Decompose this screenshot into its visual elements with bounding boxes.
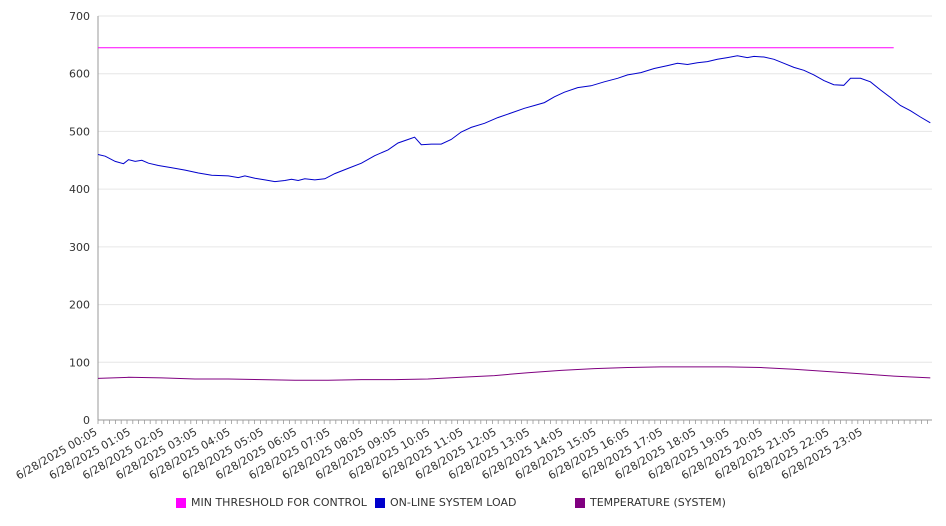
y-axis-ticks: 0 100 200 300 400 500 600 700 (69, 10, 90, 427)
y-tick-label: 0 (83, 414, 90, 427)
legend-label-min-threshold: MIN THRESHOLD FOR CONTROL (191, 496, 367, 509)
y-tick-label: 200 (69, 299, 90, 312)
legend: MIN THRESHOLD FOR CONTROL ON-LINE SYSTEM… (0, 496, 946, 516)
legend-swatch-min-threshold (176, 497, 186, 508)
y-tick-label: 700 (69, 10, 90, 23)
legend-swatch-temperature (575, 497, 585, 508)
y-tick-label: 500 (69, 125, 90, 138)
x-axis-ticks: 6/28/2025 00:056/28/2025 01:056/28/2025 … (14, 425, 865, 482)
legend-item-online-system-load[interactable]: ON-LINE SYSTEM LOAD (375, 496, 516, 509)
series-line-on-line-system-load (97, 55, 931, 183)
legend-item-temperature[interactable]: TEMPERATURE (SYSTEM) (575, 496, 726, 509)
y-tick-label: 600 (69, 68, 90, 81)
line-chart: 0 100 200 300 400 500 600 700 6/28/2025 00:056/… (14, 10, 932, 482)
legend-swatch-online-system-load (375, 497, 385, 508)
gridlines (98, 15, 932, 363)
y-tick-label: 100 (69, 356, 90, 369)
series-line-temperature-system (97, 366, 931, 381)
legend-item-min-threshold[interactable]: MIN THRESHOLD FOR CONTROL (176, 496, 367, 509)
y-tick-label: 400 (69, 183, 90, 196)
y-tick-label: 300 (69, 241, 90, 254)
legend-label-temperature: TEMPERATURE (SYSTEM) (590, 496, 726, 509)
legend-label-online-system-load: ON-LINE SYSTEM LOAD (390, 496, 517, 509)
series-lines (97, 47, 931, 381)
axes (97, 16, 932, 424)
